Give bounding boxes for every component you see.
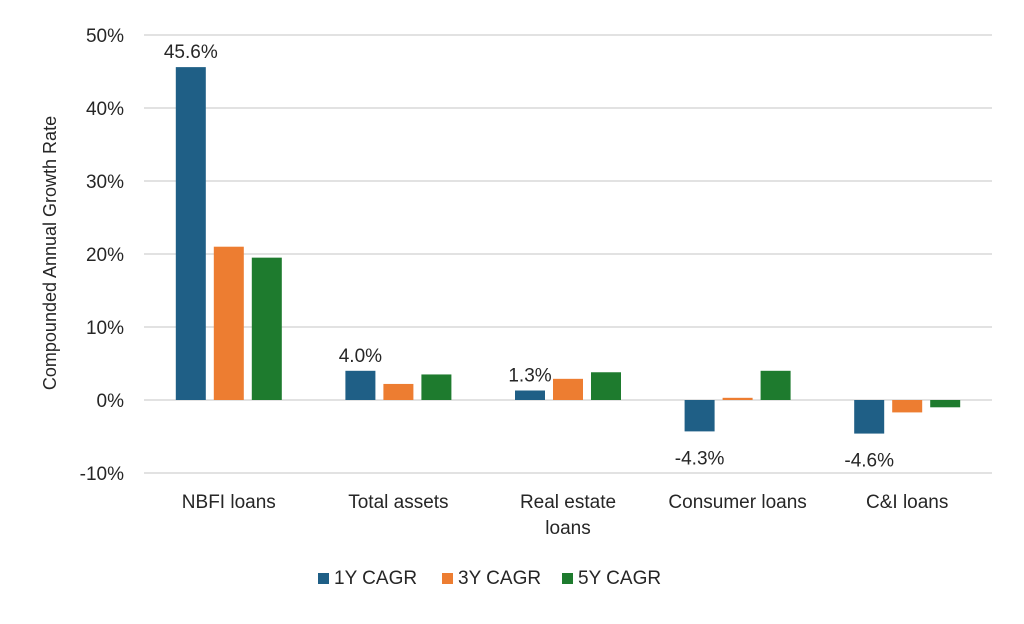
category-label: Total assets: [348, 492, 448, 513]
bar: [383, 383, 414, 400]
legend-label: 3Y CAGR: [458, 568, 541, 589]
category-label: loans: [545, 518, 590, 539]
y-tick-label: 20%: [86, 245, 124, 266]
bar: [175, 67, 206, 401]
bar: [591, 372, 621, 400]
category-label: Real estate: [520, 492, 616, 513]
data-label: -4.6%: [844, 451, 894, 472]
legend-swatch: [442, 573, 453, 584]
bar: [760, 370, 791, 400]
x-axis-categories: NBFI loans Total assets Real estate loans Co…: [182, 492, 949, 539]
y-axis-title: Compounded Annual Growth Rate: [40, 116, 60, 390]
bar: [892, 400, 923, 413]
bar: [553, 378, 583, 400]
bar: [421, 374, 452, 400]
y-tick-label: 0%: [97, 391, 125, 412]
bar: [722, 397, 753, 400]
data-label: 4.0%: [339, 346, 382, 367]
data-labels: 45.6% 4.0% 1.3% -4.3% -4.6%: [164, 42, 894, 471]
y-tick-label: 40%: [86, 99, 124, 120]
y-axis-ticks: 50% 40% 30% 20% 10% 0% -10%: [80, 26, 124, 485]
bars: [175, 67, 961, 434]
bar: [345, 370, 376, 400]
y-tick-label: 30%: [86, 172, 124, 193]
legend-swatch: [318, 573, 329, 584]
y-tick-label: -10%: [80, 464, 124, 485]
data-label: -4.3%: [675, 448, 725, 469]
data-label: 45.6%: [164, 42, 218, 63]
legend-label: 1Y CAGR: [334, 568, 417, 589]
y-tick-label: 50%: [86, 26, 124, 47]
category-label: Consumer loans: [668, 492, 806, 513]
legend-label: 5Y CAGR: [578, 568, 661, 589]
bar: [684, 400, 715, 432]
bar: [930, 400, 961, 408]
bar: [515, 390, 545, 400]
legend-swatch: [562, 573, 573, 584]
bar: [213, 246, 244, 400]
legend: 1Y CAGR 3Y CAGR 5Y CAGR: [318, 568, 661, 589]
category-label: NBFI loans: [182, 492, 276, 513]
y-tick-label: 10%: [86, 318, 124, 339]
category-label: C&I loans: [866, 492, 948, 513]
data-label: 1.3%: [508, 366, 551, 387]
bar: [251, 257, 282, 400]
bar: [854, 400, 885, 434]
